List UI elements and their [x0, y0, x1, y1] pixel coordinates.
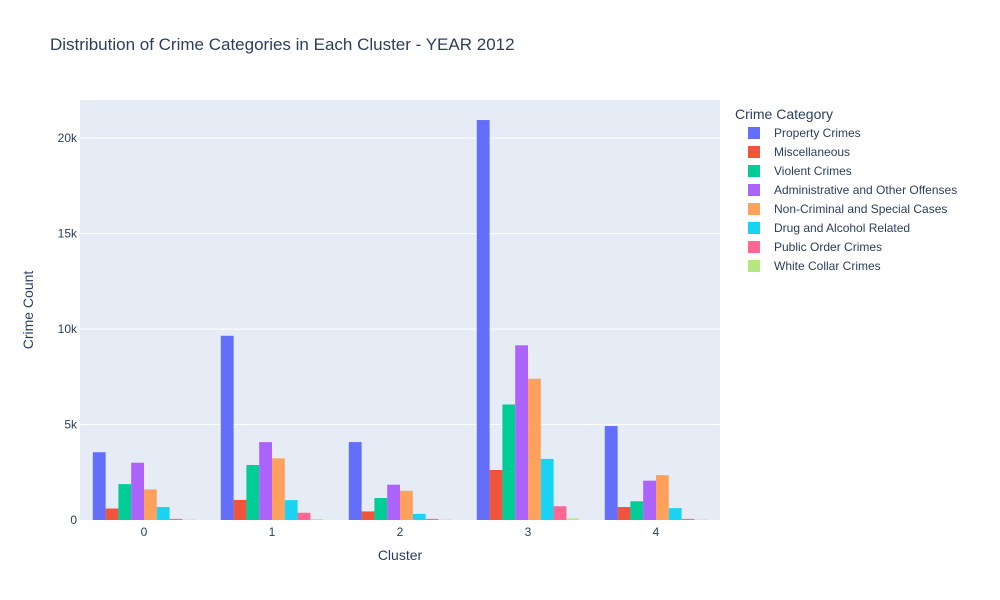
legend-swatch	[748, 146, 760, 158]
legend-label: White Collar Crimes	[774, 259, 881, 273]
bar	[617, 507, 631, 520]
bar	[297, 512, 311, 520]
x-tick-label: 4	[653, 525, 660, 539]
legend-swatch	[748, 165, 760, 177]
bar	[284, 500, 298, 520]
legend-label: Drug and Alcohol Related	[774, 221, 910, 235]
bar	[387, 484, 400, 520]
bar	[604, 426, 618, 520]
bar	[92, 452, 106, 520]
bar	[681, 518, 695, 520]
legend-title: Crime Category	[735, 106, 833, 122]
y-tick-label: 5k	[64, 418, 78, 432]
legend-label: Violent Crimes	[774, 164, 852, 178]
legend-swatch	[748, 127, 760, 139]
bar	[272, 458, 285, 520]
bar	[400, 490, 413, 520]
legend-items: Property Crimes Miscellaneous Violent Crim…	[748, 126, 957, 273]
bar	[412, 513, 426, 520]
bar	[502, 404, 516, 520]
x-tick-label: 0	[141, 525, 148, 539]
legend-swatch	[748, 203, 760, 215]
bar	[566, 518, 580, 520]
bar	[246, 465, 260, 520]
legend-swatch	[748, 260, 760, 272]
bar	[528, 378, 541, 520]
bar	[131, 462, 144, 520]
bar	[118, 484, 132, 520]
legend-swatch	[748, 184, 760, 196]
bar	[630, 501, 644, 520]
bar	[540, 458, 554, 520]
bar	[668, 508, 682, 520]
bar	[220, 335, 234, 520]
legend-swatch	[748, 222, 760, 234]
legend: Crime Category Property Crimes Miscellane…	[735, 106, 957, 273]
y-axis-ticks: 0 5k 10k 15k 20k	[58, 131, 78, 527]
legend-label: Property Crimes	[774, 126, 861, 140]
y-axis-title: Crime Count	[20, 271, 36, 350]
bar	[310, 519, 324, 520]
legend-label: Administrative and Other Offenses	[774, 183, 957, 197]
bar	[233, 499, 247, 520]
bar	[374, 498, 388, 520]
legend-label: Non-Criminal and Special Cases	[774, 202, 947, 216]
bar	[144, 489, 157, 520]
y-tick-label: 0	[70, 513, 77, 527]
y-tick-label: 10k	[58, 322, 78, 336]
gridlines	[80, 137, 720, 426]
bar	[348, 442, 362, 520]
legend-label: Miscellaneous	[774, 145, 850, 159]
x-tick-label: 1	[269, 525, 276, 539]
bar	[156, 507, 170, 520]
y-tick-label: 20k	[58, 131, 78, 145]
legend-swatch	[748, 241, 760, 253]
bar	[169, 518, 183, 520]
bar	[259, 442, 272, 520]
plot-area	[80, 100, 720, 520]
bar	[476, 120, 490, 520]
bar	[656, 475, 669, 520]
bar	[515, 345, 528, 520]
bar	[425, 518, 439, 520]
bar	[489, 469, 503, 520]
x-axis-ticks: 0 1 2 3 4	[141, 525, 660, 539]
x-tick-label: 3	[525, 525, 532, 539]
y-tick-label: 15k	[58, 227, 78, 241]
bar	[105, 508, 119, 520]
bar	[553, 506, 567, 520]
chart-title: Distribution of Crime Categories in Each…	[50, 35, 515, 54]
bars-group	[92, 120, 708, 520]
bar	[643, 480, 656, 520]
x-axis-title: Cluster	[378, 547, 423, 563]
bar	[361, 511, 375, 520]
x-tick-label: 2	[397, 525, 404, 539]
legend-label: Public Order Crimes	[774, 240, 882, 254]
